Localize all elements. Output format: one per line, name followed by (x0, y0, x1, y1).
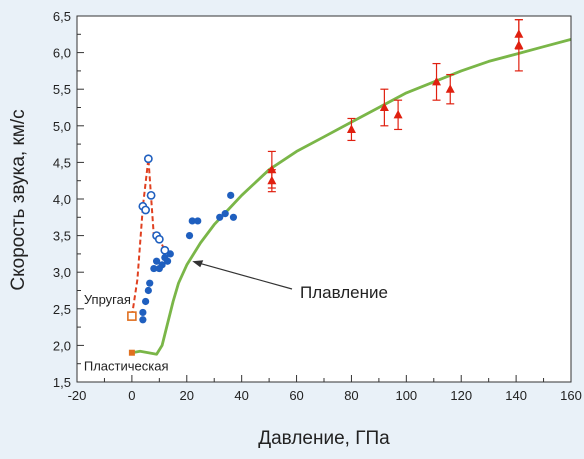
y-tick-label: 3,0 (53, 265, 71, 280)
data-point-filled-circle (163, 257, 172, 265)
series-layer (127, 19, 572, 356)
x-tick-label: 120 (450, 388, 472, 403)
x-tick-label: 80 (344, 388, 358, 403)
y-axis: 1,5 2,0 2,5 3,0 3,5 4,0 4,5 5,0 5,5 6,0 6,5 (53, 9, 84, 390)
label-melting: Плавление (300, 283, 388, 302)
y-tick-label: 5,5 (53, 82, 71, 97)
plot-area (77, 16, 571, 382)
data-point-triangle (432, 76, 442, 86)
data-point-filled-circle (139, 316, 147, 324)
data-point-filled-circle (142, 297, 150, 306)
data-point-open-circle (146, 190, 156, 200)
data-point-filled-circle (227, 191, 235, 199)
x-tick-label: -20 (68, 388, 87, 403)
y-tick-label: 2,0 (53, 338, 71, 353)
data-point-filled-circle (221, 210, 229, 218)
data-point-filled-circle (216, 213, 224, 221)
data-point-open-circle (154, 234, 164, 244)
y-tick-label: 4,5 (53, 155, 71, 170)
data-point-filled-circle (150, 264, 158, 273)
melting-arrow-line (199, 262, 293, 290)
data-point-triangle (379, 102, 389, 111)
data-point-filled-circle (194, 217, 202, 225)
y-tick-label: 6,5 (53, 9, 71, 24)
x-axis: -20 0 20 40 60 80 100 120 140 160 (68, 375, 582, 403)
data-point-filled-square (128, 349, 135, 356)
melting-arrow-head (192, 260, 204, 268)
x-tick-label: 100 (395, 388, 417, 403)
data-point-open-circle (141, 205, 151, 215)
data-point-filled-circle (188, 217, 196, 225)
data-point-filled-circle (185, 232, 194, 240)
y-tick-label: 3,5 (53, 229, 71, 244)
label-elastic: Упругая (84, 292, 131, 307)
data-point-triangle (514, 40, 524, 49)
label-plastic: Пластическая (84, 359, 169, 374)
data-point-open-circle (160, 245, 170, 255)
y-tick-label: 1,5 (53, 375, 71, 390)
x-tick-label: 60 (289, 388, 303, 403)
y-tick-label: 6,0 (53, 46, 71, 61)
data-point-filled-circle (139, 308, 147, 317)
x-axis-label: Давление, ГПа (258, 428, 390, 449)
data-point-open-square (127, 311, 137, 321)
y-tick-label: 5,0 (53, 119, 71, 134)
x-tick-label: 140 (505, 388, 527, 403)
x-tick-label: 160 (560, 388, 582, 403)
y-tick-label: 2,5 (53, 302, 71, 317)
data-point-triangle (346, 124, 356, 133)
data-point-filled-circle (144, 286, 152, 295)
data-point-filled-circle (152, 257, 161, 265)
data-point-filled-circle (158, 261, 166, 269)
data-point-triangle (267, 175, 277, 185)
x-tick-label: 40 (234, 388, 248, 403)
data-point-triangle (445, 84, 455, 93)
data-point-triangle (267, 164, 277, 174)
y-tick-label: 4,0 (53, 192, 71, 207)
annotations: Упругая Пластическая Плавление (84, 260, 388, 374)
x-tick-label: 20 (180, 388, 194, 403)
data-point-open-circle (143, 154, 153, 164)
melting-curve (131, 38, 572, 356)
x-tick-label: 0 (128, 388, 135, 403)
y-axis-label: Скорость звука, км/с (8, 109, 29, 290)
data-point-filled-circle (229, 213, 238, 221)
data-point-triangle (393, 109, 403, 119)
data-point-filled-circle (146, 279, 154, 287)
